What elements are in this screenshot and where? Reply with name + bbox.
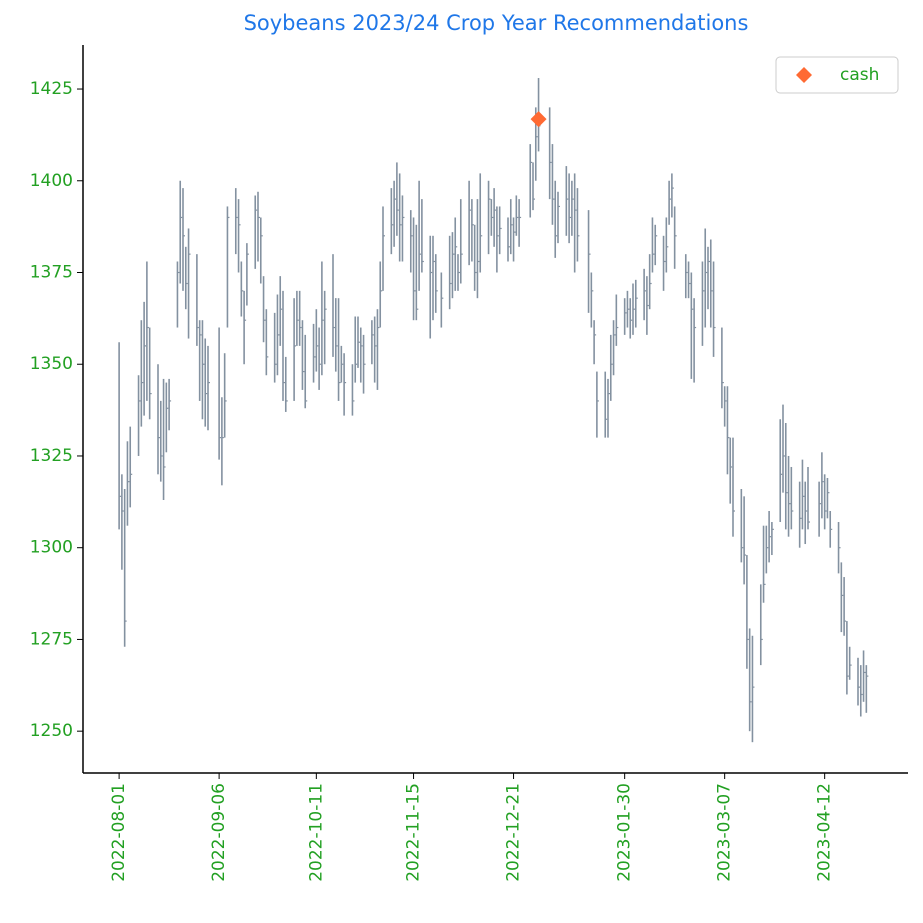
y-tick-label: 1325 (30, 446, 73, 466)
x-tick-label: 2023-01-30 (615, 783, 635, 882)
x-tick-label: 2022-10-11 (306, 783, 326, 882)
x-tick-label: 2022-08-01 (109, 783, 129, 882)
y-tick-label: 1375 (30, 263, 73, 283)
marker (530, 111, 547, 128)
x-tick-label: 2023-03-07 (715, 783, 735, 882)
y-tick-label: 1400 (30, 171, 73, 191)
legend-label: cash (840, 65, 879, 85)
y-tick-label: 1250 (30, 721, 73, 741)
y-tick-label: 1275 (30, 629, 73, 649)
x-tick-label: 2022-11-15 (404, 783, 424, 882)
x-tick-label: 2022-12-21 (504, 783, 524, 882)
legend-box (775, 56, 899, 94)
legend-swatch (796, 67, 812, 83)
x-tick-label: 2022-09-06 (209, 783, 229, 882)
x-tick-label: 2023-04-12 (815, 783, 835, 882)
y-tick-label: 1300 (30, 538, 73, 558)
chart-title: Soybeans 2023/24 Crop Year Recommendatio… (244, 11, 749, 35)
y-tick-label: 1350 (30, 354, 73, 374)
y-tick-label: 1425 (30, 79, 73, 99)
